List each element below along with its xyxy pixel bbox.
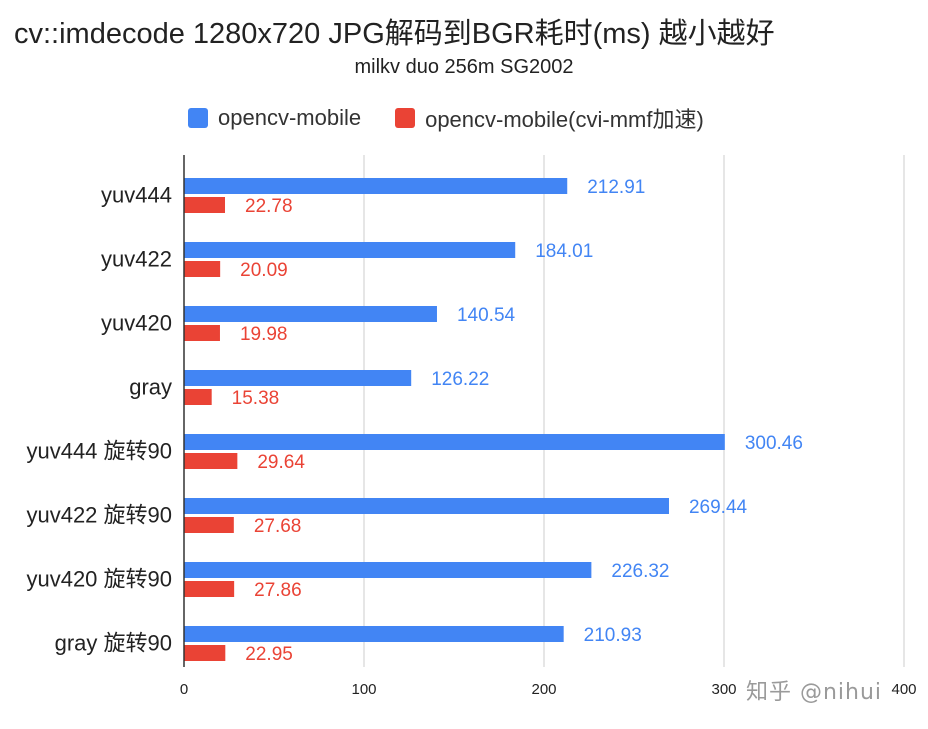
category-label: gray — [129, 375, 172, 400]
data-label: 22.95 — [245, 644, 293, 665]
x-tick-label: 200 — [531, 681, 556, 698]
category-label: gray 旋转90 — [55, 631, 172, 656]
bar — [184, 626, 564, 642]
bar — [184, 581, 235, 597]
bar — [184, 645, 226, 661]
data-label: 184.01 — [535, 241, 593, 262]
legend-swatch-opencv-mobile-cvi-mmf — [395, 108, 416, 128]
data-label: 140.54 — [457, 305, 516, 326]
legend-label-opencv-mobile: opencv-mobile — [218, 105, 362, 130]
data-label: 22.78 — [245, 196, 293, 217]
data-label: 269.44 — [689, 497, 748, 518]
legend-item-opencv-mobile[interactable]: opencv-mobile — [188, 105, 361, 131]
x-tick-label: 300 — [711, 681, 736, 698]
x-tick-label: 100 — [351, 681, 376, 698]
bar — [184, 261, 221, 277]
x-tick-label: 0 — [180, 681, 188, 698]
watermark: 知乎 @nihui — [746, 680, 883, 705]
bar — [184, 453, 238, 469]
legend: opencv-mobile opencv-mobile(cvi-mmf加速) — [188, 104, 738, 132]
data-label: 27.86 — [254, 580, 302, 601]
chart-title: cv::imdecode 1280x720 JPG解码到BGR耗时(ms) 越小… — [14, 18, 775, 50]
data-label: 226.32 — [611, 561, 669, 582]
data-label: 20.09 — [240, 260, 288, 281]
data-label: 126.22 — [431, 369, 489, 390]
legend-swatch-opencv-mobile — [188, 108, 208, 128]
bar — [184, 325, 220, 341]
bar — [184, 562, 592, 578]
category-label: yuv422 旋转90 — [26, 503, 172, 528]
legend-label-opencv-mobile-cvi-mmf: opencv-mobile(cvi-mmf加速) — [425, 107, 704, 132]
bar — [184, 370, 412, 386]
chart-subtitle: milkv duo 256m SG2002 — [354, 56, 574, 78]
bar — [184, 306, 437, 322]
data-label: 212.91 — [587, 177, 645, 198]
bar — [184, 242, 516, 258]
bar — [184, 434, 725, 450]
legend-item-opencv-mobile-cvi-mmf[interactable]: opencv-mobile(cvi-mmf加速) — [395, 102, 704, 134]
data-label: 27.68 — [254, 516, 302, 537]
bar — [184, 178, 568, 194]
bar — [184, 197, 226, 213]
data-label: 15.38 — [232, 388, 280, 409]
bar — [184, 517, 234, 533]
bar — [184, 389, 212, 405]
data-label: 19.98 — [240, 324, 288, 345]
category-label: yuv420 — [101, 311, 172, 336]
data-label: 29.64 — [257, 452, 305, 473]
category-label: yuv444 — [101, 183, 172, 208]
category-label: yuv422 — [101, 247, 172, 272]
data-label: 210.93 — [584, 625, 642, 646]
x-tick-label: 400 — [891, 681, 916, 698]
category-label: yuv444 旋转90 — [26, 439, 172, 464]
bar — [184, 498, 669, 514]
category-label: yuv420 旋转90 — [26, 567, 172, 592]
data-label: 300.46 — [745, 433, 803, 454]
